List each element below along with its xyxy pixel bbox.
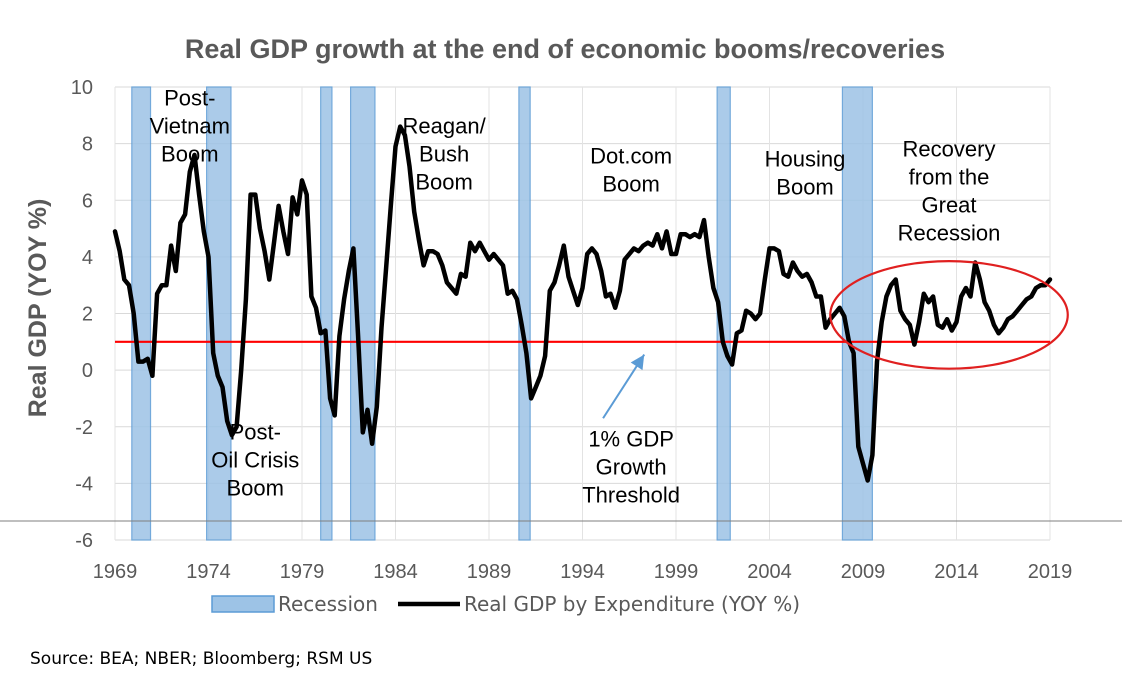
threshold-arrow-group bbox=[602, 354, 646, 419]
x-tick-label: 2009 bbox=[841, 561, 886, 583]
annotation-line: Boom bbox=[776, 174, 833, 199]
y-tick-label: 8 bbox=[82, 134, 93, 156]
annotation-label: Post- Oil Crisis Boom bbox=[211, 419, 299, 500]
annotation-line: Oil Crisis bbox=[211, 447, 299, 472]
y-tick-label: 4 bbox=[82, 247, 93, 269]
recovery-highlight-ellipse bbox=[829, 260, 1069, 370]
y-tick-label: 10 bbox=[71, 77, 93, 99]
annotation-line: Housing bbox=[765, 146, 846, 171]
y-tick-label: -6 bbox=[75, 530, 93, 552]
annotation-line: Reagan/ bbox=[403, 114, 487, 139]
x-tick-label: 2014 bbox=[934, 561, 979, 583]
y-axis-label: Real GDP (YOY %) bbox=[24, 199, 52, 418]
x-tick-label: 1994 bbox=[560, 561, 605, 583]
recession-bands bbox=[131, 86, 873, 541]
x-tick-label: 2019 bbox=[1028, 561, 1073, 583]
legend-swatch-recession bbox=[211, 595, 275, 613]
annotation-line: Post- bbox=[164, 85, 215, 110]
annotation-label: Housing Boom bbox=[765, 146, 846, 199]
legend: Recession Real GDP by Expenditure (YOY %… bbox=[211, 592, 800, 616]
x-tick-label: 1979 bbox=[280, 561, 325, 583]
annotation-label: Reagan/Bush Boom bbox=[403, 114, 487, 195]
annotation-label: 1% GDP Growth Threshold bbox=[582, 427, 680, 508]
gdp-series-line bbox=[112, 124, 1053, 483]
legend-label-gdp: Real GDP by Expenditure (YOY %) bbox=[464, 592, 800, 616]
x-tick-label: 1989 bbox=[467, 561, 512, 583]
recovery-highlight-group bbox=[829, 260, 1069, 370]
recession-band bbox=[716, 86, 731, 541]
x-tick-label: 1969 bbox=[93, 561, 138, 583]
annotation-line: Growth bbox=[596, 455, 667, 480]
y-axis-ticks: 10 8 6 4 2 0 -2 -4 -6 bbox=[71, 77, 93, 552]
annotation-line: 1% GDP bbox=[588, 427, 674, 452]
annotation-line: Boom bbox=[602, 171, 659, 196]
annotation-label: Post- Vietnam Boom bbox=[150, 85, 230, 166]
annotation-label: Recovery from the Great Recession bbox=[898, 136, 1001, 245]
annotation-line: Boom bbox=[161, 141, 218, 166]
annotation-line: Recovery bbox=[903, 136, 996, 161]
y-tick-label: -2 bbox=[75, 417, 93, 439]
threshold-arrow-head bbox=[630, 354, 645, 371]
x-tick-label: 1974 bbox=[186, 561, 231, 583]
annotation-label: Dot.com Boom bbox=[590, 143, 672, 196]
y-tick-label: 2 bbox=[82, 304, 93, 326]
annotation-line: Threshold bbox=[582, 483, 680, 508]
y-tick-label: 6 bbox=[82, 190, 93, 212]
annotation-line: from the bbox=[909, 164, 990, 189]
y-tick-label: 0 bbox=[82, 360, 93, 382]
legend-label-recession: Recession bbox=[278, 592, 378, 616]
annotation-line: Bush bbox=[419, 142, 469, 167]
annotation-line: Great bbox=[922, 192, 977, 217]
y-tick-label: -4 bbox=[75, 473, 93, 495]
x-axis-ticks: 1969 1974 1979 1984 1989 1994 1999 2004 2009 2014… bbox=[93, 561, 1073, 583]
series-group bbox=[112, 124, 1053, 483]
x-tick-label: 2004 bbox=[747, 561, 792, 583]
recession-band bbox=[320, 86, 333, 541]
annotation-line: Recession bbox=[898, 220, 1001, 245]
x-tick-label: 1984 bbox=[373, 561, 418, 583]
annotation-line: Boom bbox=[415, 170, 472, 195]
annotation-line: Vietnam bbox=[150, 113, 230, 138]
annotation-line: Dot.com bbox=[590, 143, 672, 168]
chart-title: Real GDP growth at the end of economic b… bbox=[185, 34, 945, 64]
source-note: Source: BEA; NBER; Bloomberg; RSM US bbox=[30, 649, 372, 669]
annotation-line: Boom bbox=[227, 475, 284, 500]
annotation-line: Post- bbox=[230, 419, 281, 444]
recession-band bbox=[350, 86, 376, 541]
x-tick-label: 1999 bbox=[654, 561, 699, 583]
